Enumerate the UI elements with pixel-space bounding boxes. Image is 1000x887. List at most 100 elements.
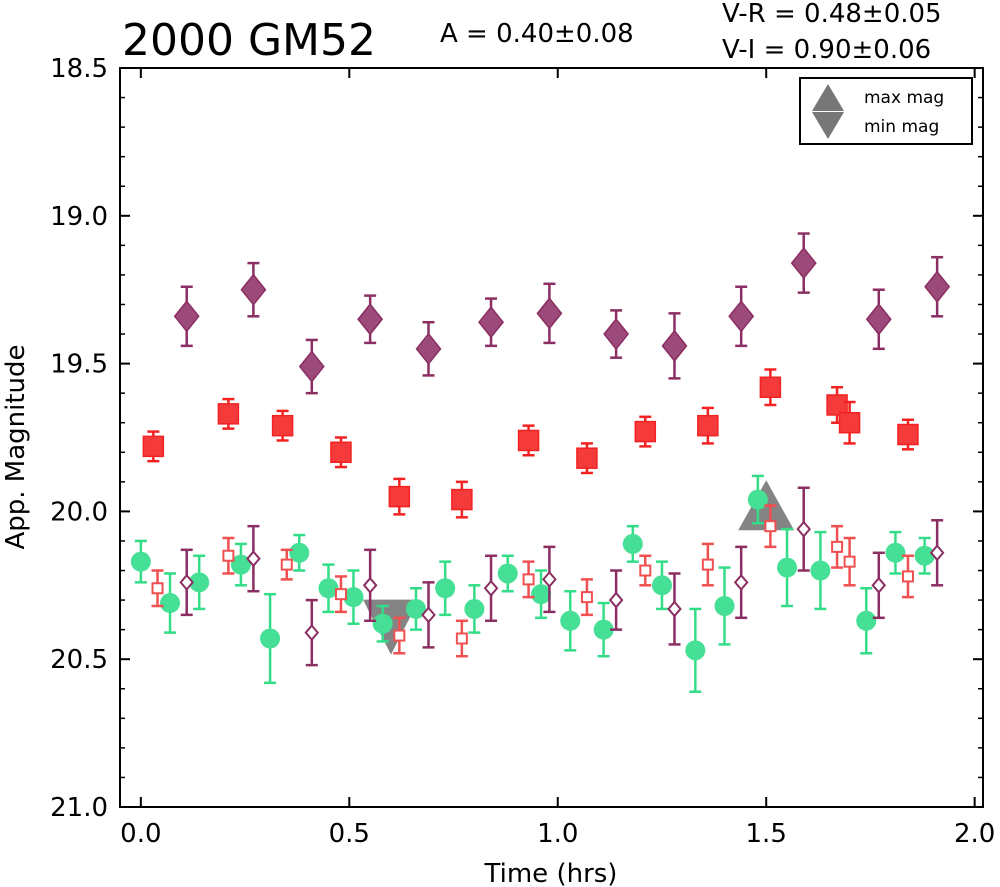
data-point — [497, 563, 518, 584]
data-point — [415, 332, 442, 366]
data-point — [246, 550, 261, 568]
min-mag-legend-icon — [812, 112, 844, 139]
data-point — [838, 411, 861, 434]
legend-label-max-mag: max mag — [864, 88, 944, 108]
data-point — [160, 593, 181, 614]
data-point — [634, 420, 657, 443]
plot-frame — [119, 67, 984, 808]
data-point — [455, 632, 468, 645]
data-point — [362, 576, 378, 594]
data-point — [759, 376, 782, 398]
data-point — [173, 300, 200, 333]
data-point — [580, 591, 593, 604]
data-point — [593, 619, 614, 640]
data-point — [651, 575, 672, 596]
y-axis-label: App. Magnitude — [1, 344, 31, 549]
data-point — [357, 303, 384, 336]
data-point — [608, 591, 624, 609]
data-point — [230, 554, 251, 575]
y-tick-label: 18.5 — [50, 54, 108, 84]
series-3 — [151, 504, 914, 658]
data-point — [189, 572, 210, 593]
data-point — [885, 542, 906, 563]
data-point — [522, 573, 535, 586]
data-point — [728, 300, 755, 333]
data-point — [701, 558, 714, 571]
data-point — [289, 542, 310, 563]
data-point — [747, 489, 768, 510]
data-point — [576, 447, 598, 469]
data-point — [330, 441, 352, 464]
data-point — [142, 435, 165, 458]
data-point — [796, 520, 812, 538]
series-0 — [173, 232, 951, 395]
data-point — [714, 595, 735, 616]
series-2 — [130, 474, 935, 693]
data-point — [151, 582, 164, 595]
data-point — [304, 624, 320, 642]
x-tick-label: 2.0 — [954, 819, 995, 849]
x-tick-label: 0.5 — [329, 819, 370, 849]
data-point — [478, 306, 505, 339]
data-point — [667, 600, 682, 618]
data-point — [222, 549, 235, 562]
data-point — [810, 560, 831, 581]
data-point — [901, 570, 914, 583]
y-tick-label: 21.0 — [50, 793, 108, 823]
data-point — [697, 414, 719, 437]
data-point — [843, 555, 856, 568]
data-point — [421, 606, 436, 624]
x-tick-label: 0.0 — [120, 819, 161, 849]
data-point — [897, 423, 919, 446]
data-point — [764, 520, 777, 533]
data-point — [435, 578, 456, 599]
data-point — [826, 394, 848, 416]
data-point — [464, 598, 485, 619]
data-point — [790, 246, 817, 280]
y-tick-label: 19.0 — [50, 202, 108, 232]
legend: max mag min mag — [799, 77, 973, 145]
data-point — [343, 587, 364, 608]
data-point — [388, 485, 411, 508]
data-point — [865, 303, 892, 336]
x-tick-label: 1.0 — [537, 819, 578, 849]
data-point — [240, 273, 267, 306]
data-point — [334, 588, 347, 601]
data-point — [531, 584, 552, 605]
data-point — [406, 598, 427, 619]
data-point — [483, 579, 499, 597]
data-point — [929, 544, 945, 562]
legend-label-min-mag: min mag — [864, 117, 939, 137]
data-point — [280, 558, 293, 571]
data-point — [733, 573, 749, 591]
data-point — [639, 564, 652, 577]
data-point — [685, 640, 706, 661]
data-point — [451, 488, 473, 511]
data-point — [924, 270, 951, 303]
data-point — [856, 610, 877, 631]
color-index-vi: V-I = 0.90±0.06 — [722, 35, 931, 65]
y-tick-label: 19.5 — [50, 350, 108, 380]
data-point — [622, 533, 643, 554]
data-point — [777, 557, 798, 578]
max-mag-legend-icon — [812, 84, 844, 111]
data-point — [130, 551, 151, 572]
data-point — [536, 297, 563, 330]
data-point — [298, 350, 325, 383]
data-point — [179, 573, 195, 591]
amplitude-label: A = 0.40±0.08 — [440, 19, 634, 49]
data-point — [560, 610, 581, 631]
chart-title: 2000 GM52 — [122, 15, 376, 66]
x-axis-label: Time (hrs) — [484, 859, 618, 887]
data-point — [393, 629, 406, 642]
plot-area — [130, 232, 951, 693]
data-point — [271, 414, 294, 437]
data-point — [831, 540, 844, 553]
data-point — [871, 576, 887, 594]
data-point — [372, 613, 393, 634]
y-tick-label: 20.5 — [50, 645, 108, 675]
data-point — [542, 570, 557, 588]
data-point — [217, 403, 240, 425]
data-point — [661, 329, 688, 363]
